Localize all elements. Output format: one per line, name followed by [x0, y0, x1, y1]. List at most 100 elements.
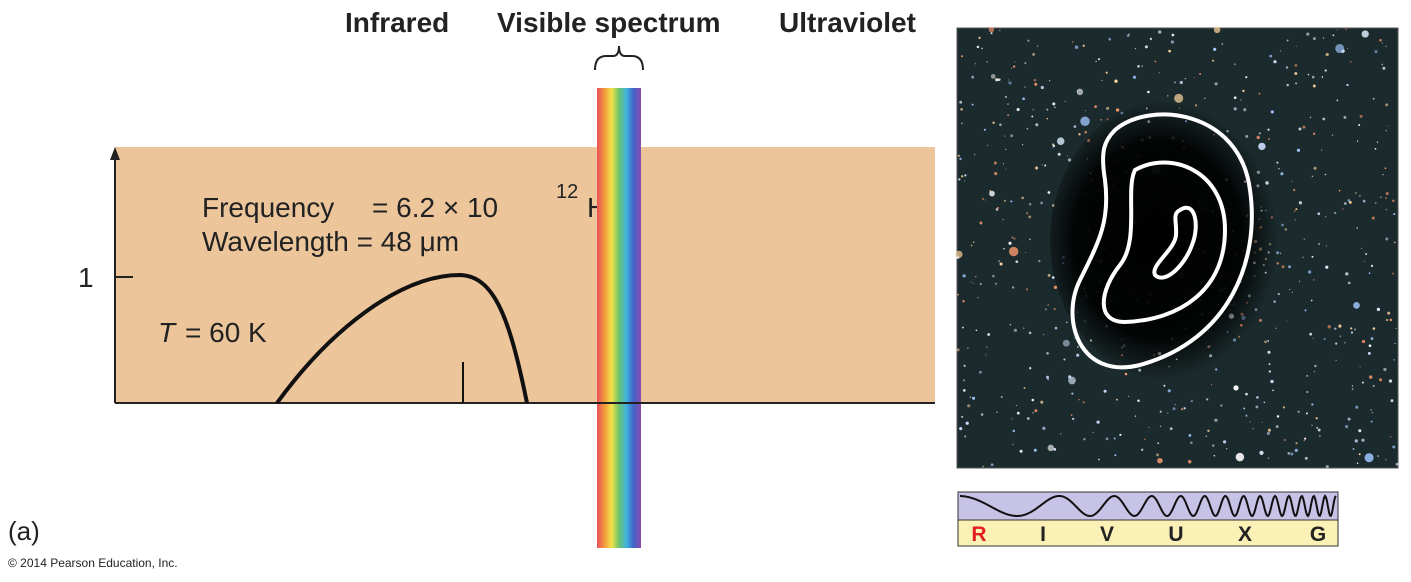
star [1267, 428, 1272, 432]
star [1213, 47, 1217, 52]
star [1385, 45, 1388, 48]
star [961, 326, 964, 329]
star [971, 75, 975, 79]
star [1354, 328, 1357, 331]
star [1286, 83, 1289, 87]
star [972, 241, 975, 243]
star [1157, 458, 1163, 464]
star [1063, 358, 1066, 361]
star [1021, 144, 1024, 146]
star [1009, 246, 1019, 257]
star [1044, 308, 1047, 311]
star [1343, 341, 1346, 344]
star [988, 26, 995, 33]
star [1279, 50, 1282, 52]
star [1042, 333, 1044, 335]
star [1033, 78, 1037, 82]
star [1011, 418, 1013, 420]
star [1040, 85, 1044, 90]
star [959, 427, 963, 431]
star [1346, 83, 1349, 87]
star [1003, 247, 1005, 250]
star [1054, 326, 1058, 330]
star [1002, 163, 1004, 165]
star [1311, 75, 1315, 79]
star [1126, 34, 1130, 38]
star [995, 78, 999, 82]
star [1137, 399, 1140, 403]
star [1048, 80, 1051, 82]
star [1316, 427, 1318, 429]
star [998, 78, 1001, 81]
star [1141, 65, 1144, 67]
star [1327, 325, 1331, 329]
star [1314, 364, 1317, 368]
star [1294, 448, 1298, 453]
star [1011, 67, 1013, 69]
star [1379, 38, 1382, 42]
star [1113, 437, 1116, 440]
star [1010, 200, 1013, 203]
star [1188, 460, 1192, 464]
star [1252, 427, 1255, 430]
star [1280, 172, 1284, 176]
star [1273, 60, 1277, 64]
star [1374, 148, 1377, 150]
star [1311, 403, 1314, 406]
star [1149, 37, 1153, 41]
star [994, 282, 998, 285]
star [1031, 398, 1035, 402]
dark-cloud [1050, 100, 1290, 380]
star [1057, 152, 1061, 156]
star [1067, 158, 1072, 162]
star [1385, 192, 1389, 195]
star [1031, 115, 1034, 118]
star [975, 329, 978, 332]
star [1303, 238, 1306, 240]
star [1325, 216, 1327, 218]
frequency-label: Frequency [202, 192, 334, 223]
star [1097, 58, 1101, 61]
star [1092, 431, 1094, 434]
contour-inner [1152, 205, 1198, 280]
star [1293, 188, 1296, 192]
star [1180, 408, 1184, 411]
star [992, 121, 995, 124]
star [1206, 398, 1209, 401]
star [1298, 280, 1301, 282]
star [1356, 227, 1358, 229]
star [1158, 30, 1162, 34]
panel-label: (a) [8, 516, 40, 546]
star [1013, 328, 1018, 332]
star [1242, 89, 1245, 93]
star [1026, 127, 1029, 130]
star [1040, 400, 1044, 404]
star [1158, 72, 1160, 74]
star [1033, 448, 1037, 452]
star [1343, 115, 1347, 119]
star [1207, 429, 1210, 432]
star [1322, 37, 1325, 39]
band-letter: R [971, 523, 986, 546]
visible-strip [597, 88, 641, 548]
star [1278, 168, 1280, 170]
star [1294, 219, 1296, 221]
star [1350, 327, 1353, 330]
wave [960, 494, 1337, 518]
star [1174, 81, 1177, 84]
star [1053, 448, 1057, 451]
star [1052, 144, 1056, 148]
star [1325, 265, 1329, 269]
star [1347, 281, 1351, 285]
copyright: © 2014 Pearson Education, Inc. [8, 556, 178, 570]
star [1385, 237, 1389, 241]
band-bar [957, 519, 1339, 547]
star [958, 178, 961, 181]
star [957, 293, 959, 296]
star [1385, 197, 1387, 199]
star [970, 281, 972, 283]
star [1358, 124, 1361, 126]
star [1190, 399, 1193, 403]
star [1233, 96, 1237, 100]
